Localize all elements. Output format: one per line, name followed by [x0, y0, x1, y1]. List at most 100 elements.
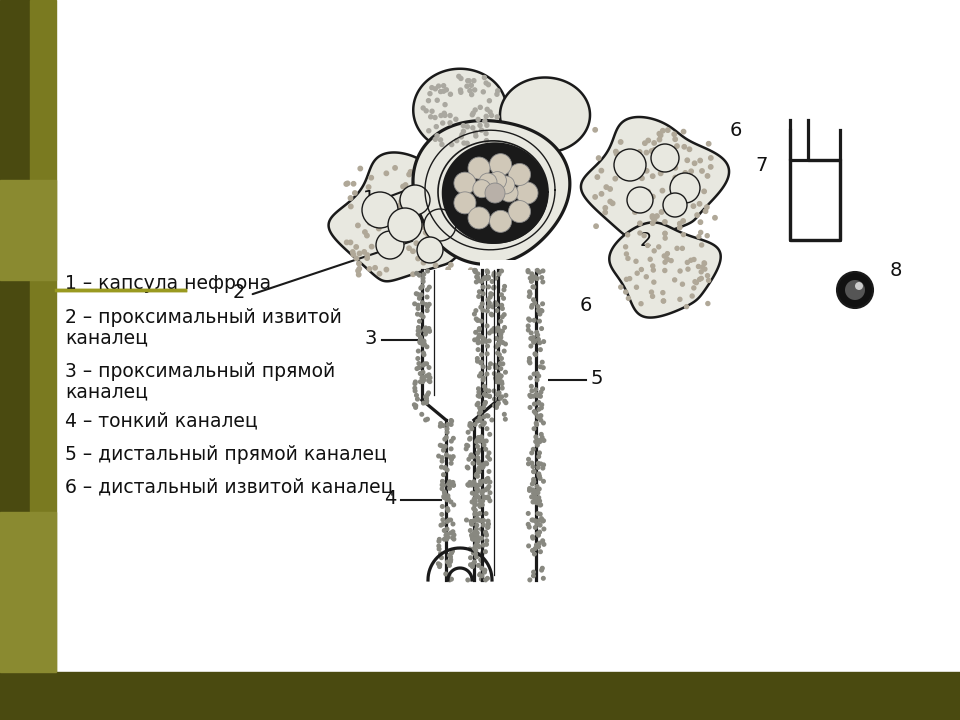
Circle shape — [503, 284, 506, 288]
Circle shape — [627, 187, 653, 213]
Circle shape — [660, 210, 663, 214]
Circle shape — [445, 431, 449, 434]
Circle shape — [448, 114, 452, 117]
Circle shape — [495, 393, 499, 397]
Circle shape — [472, 88, 477, 92]
Circle shape — [635, 285, 638, 289]
Circle shape — [481, 90, 486, 94]
Circle shape — [479, 320, 483, 323]
Circle shape — [483, 384, 486, 388]
Circle shape — [478, 416, 482, 420]
Circle shape — [348, 204, 353, 209]
Circle shape — [422, 353, 426, 356]
Circle shape — [494, 302, 498, 306]
Circle shape — [500, 382, 504, 385]
Circle shape — [481, 465, 485, 469]
Circle shape — [481, 499, 485, 503]
Circle shape — [445, 228, 450, 233]
Circle shape — [652, 217, 657, 222]
Circle shape — [528, 292, 532, 295]
Circle shape — [446, 494, 449, 498]
Circle shape — [486, 577, 490, 580]
Circle shape — [445, 560, 449, 564]
Circle shape — [449, 462, 453, 465]
Circle shape — [431, 179, 436, 184]
Circle shape — [536, 378, 539, 382]
Circle shape — [488, 433, 492, 436]
Circle shape — [487, 83, 491, 86]
Circle shape — [476, 394, 480, 397]
Circle shape — [540, 433, 543, 436]
Circle shape — [346, 181, 349, 186]
Circle shape — [473, 338, 476, 342]
Circle shape — [404, 208, 408, 212]
Circle shape — [481, 365, 485, 369]
Circle shape — [416, 312, 420, 316]
Circle shape — [468, 78, 471, 83]
Circle shape — [345, 240, 348, 245]
Circle shape — [447, 564, 451, 567]
Circle shape — [492, 271, 496, 275]
Circle shape — [476, 451, 480, 455]
Circle shape — [535, 392, 538, 396]
Circle shape — [500, 356, 503, 360]
Circle shape — [480, 435, 483, 438]
Circle shape — [535, 423, 539, 426]
Circle shape — [479, 128, 484, 132]
Circle shape — [427, 129, 431, 132]
Circle shape — [472, 546, 476, 550]
Circle shape — [352, 191, 357, 195]
Circle shape — [534, 496, 538, 500]
Circle shape — [381, 201, 386, 206]
Circle shape — [673, 176, 678, 180]
Circle shape — [420, 193, 425, 197]
Circle shape — [536, 491, 540, 495]
Circle shape — [433, 115, 437, 120]
Circle shape — [400, 185, 430, 215]
Circle shape — [480, 279, 483, 283]
Circle shape — [528, 276, 532, 280]
Circle shape — [466, 465, 469, 469]
Circle shape — [482, 544, 485, 547]
Circle shape — [540, 403, 543, 407]
Circle shape — [485, 487, 489, 491]
Circle shape — [662, 220, 667, 224]
Circle shape — [487, 298, 490, 302]
Circle shape — [424, 197, 429, 201]
Circle shape — [500, 380, 503, 384]
Circle shape — [473, 508, 477, 512]
Circle shape — [500, 315, 504, 319]
Circle shape — [492, 404, 496, 408]
Circle shape — [677, 200, 681, 204]
Circle shape — [684, 305, 688, 309]
Circle shape — [474, 537, 477, 541]
Circle shape — [617, 152, 622, 157]
Circle shape — [498, 380, 501, 384]
Circle shape — [639, 302, 643, 306]
Circle shape — [487, 305, 491, 308]
Circle shape — [663, 160, 668, 164]
Circle shape — [407, 246, 411, 251]
Circle shape — [451, 480, 455, 484]
Circle shape — [462, 124, 466, 127]
Circle shape — [641, 203, 646, 207]
Polygon shape — [500, 78, 590, 153]
Circle shape — [425, 309, 429, 312]
Text: 5 – дистальный прямой каналец: 5 – дистальный прямой каналец — [65, 445, 387, 464]
Circle shape — [533, 339, 537, 343]
Circle shape — [675, 144, 679, 148]
Circle shape — [530, 279, 533, 283]
Circle shape — [837, 272, 873, 308]
Circle shape — [449, 558, 452, 562]
Circle shape — [532, 447, 535, 451]
Circle shape — [498, 376, 502, 379]
Circle shape — [422, 242, 427, 246]
Circle shape — [476, 544, 480, 548]
Circle shape — [516, 182, 538, 204]
Circle shape — [532, 470, 536, 474]
Circle shape — [674, 192, 679, 196]
Circle shape — [429, 114, 433, 119]
Circle shape — [684, 171, 687, 175]
Circle shape — [497, 391, 501, 395]
Text: 6: 6 — [730, 120, 742, 140]
